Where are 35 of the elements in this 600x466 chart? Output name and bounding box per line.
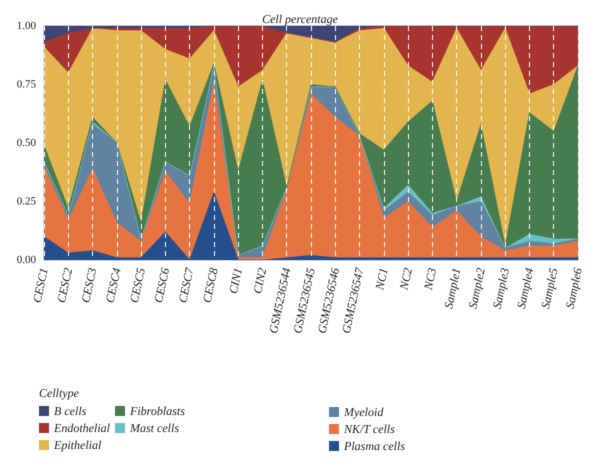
legend-label: NK/T cells <box>343 422 396 436</box>
legend-label: Mast cells <box>128 421 180 435</box>
x-tick-label: NC3 <box>420 266 440 292</box>
x-tick-label: NC2 <box>396 266 415 292</box>
x-tick-label: CIN2 <box>250 266 270 295</box>
x-tick-label: Sample4 <box>514 266 536 310</box>
x-tick-label: CESC7 <box>175 266 197 304</box>
x-tick-label: Sample2 <box>465 266 488 310</box>
x-tick-label: CESC4 <box>102 266 124 304</box>
x-tick-label: CESC1 <box>30 266 51 304</box>
legend-label: B cells <box>54 404 87 418</box>
y-tick-label: 0.00 <box>16 254 36 266</box>
chart-title: Cell percentage <box>262 12 339 26</box>
legend-label: Epithelial <box>53 438 102 452</box>
x-tick-label: Sample3 <box>490 266 512 310</box>
y-tick-label: 0.25 <box>16 196 36 208</box>
x-tick-label: GSM5236547 <box>338 266 367 335</box>
x-tick-label: CESC5 <box>126 266 148 304</box>
x-tick-label: CESC8 <box>200 266 221 304</box>
legend-label: Plasma cells <box>343 439 406 453</box>
x-tick-label: Sample6 <box>562 266 585 310</box>
x-tick-label: Sample1 <box>441 266 464 310</box>
legend-title: Celltype <box>39 386 80 400</box>
y-tick-label: 1.00 <box>16 20 36 32</box>
x-tick-label: CESC2 <box>54 266 76 304</box>
legend-label: Myeloid <box>343 405 384 419</box>
legend-label: Fibroblasts <box>128 404 186 418</box>
legend-label: Endothelial <box>53 421 111 435</box>
x-tick-label: CESC6 <box>151 266 172 304</box>
x-tick-label: CESC3 <box>78 266 100 304</box>
x-tick-label: Sample5 <box>538 266 561 310</box>
x-tick-label: CIN1 <box>226 266 246 295</box>
x-tick-label: NC1 <box>372 266 391 292</box>
y-tick-label: 0.75 <box>16 78 36 90</box>
y-tick-label: 0.50 <box>16 137 36 149</box>
